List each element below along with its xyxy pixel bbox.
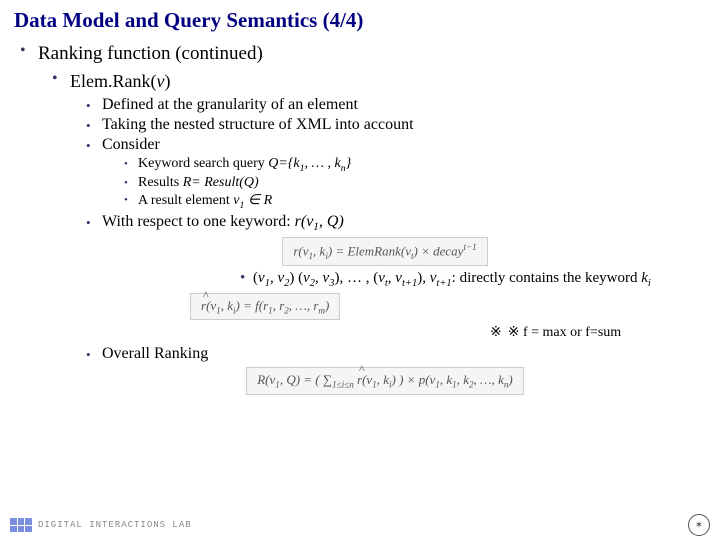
- formula-3: R(v1, Q) = ( ∑1≤i≤n r(v1, ki) ) × p(v1, …: [246, 367, 524, 395]
- formula-3-row: R(v1, Q) = ( ∑1≤i≤n r(v1, ki) ) × p(v1, …: [70, 367, 700, 395]
- lab-logo-icon: [10, 518, 32, 532]
- seal-icon: ✶: [688, 514, 710, 536]
- star-icon: ※: [490, 324, 502, 341]
- bullet-list-l3: Defined at the granularity of an element…: [86, 96, 700, 233]
- l4-item: Keyword search query Q={k1, … , kn}: [124, 156, 700, 174]
- l2-item: Elem.Rank(v) Defined at the granularity …: [52, 71, 700, 395]
- footnote-f: ※ ※ f = max or f=sum: [490, 324, 700, 341]
- l3-item: Taking the nested structure of XML into …: [86, 116, 700, 134]
- formula-1-row: r(v1, ki) = ElemRank(vt) × decayt−1: [70, 237, 700, 266]
- formula-1: r(v1, ki) = ElemRank(vt) × decayt−1: [282, 237, 487, 266]
- l2-text: Elem.Rank(v): [70, 71, 170, 91]
- l3-item: Consider Keyword search query Q={k1, … ,…: [86, 136, 700, 211]
- bullet-list-l2: Elem.Rank(v) Defined at the granularity …: [52, 71, 700, 395]
- footer: DIGITAL INTERACTIONS LAB ✶: [0, 514, 720, 540]
- bullet-list-l4: Keyword search query Q={k1, … , kn} Resu…: [124, 156, 700, 211]
- formula-2: r(v1, ki) = f(r1, r2, …, rm): [190, 293, 340, 321]
- bullet-list-l3b: Overall Ranking: [86, 345, 700, 363]
- chain-line: • (v1, v2) (v2, v3), … , (vt, vt+1), vt+…: [240, 270, 700, 289]
- lab-name: DIGITAL INTERACTIONS LAB: [38, 520, 192, 530]
- bullet-icon: •: [240, 270, 245, 287]
- l4-item: A result element v1 ∈ R: [124, 192, 700, 211]
- formula-2-row: r(v1, ki) = f(r1, r2, …, rm): [190, 293, 700, 321]
- l1-item: Ranking function (continued) Elem.Rank(v…: [20, 43, 700, 395]
- l3-item: Overall Ranking: [86, 345, 700, 363]
- l3-item: Defined at the granularity of an element: [86, 96, 700, 114]
- l4-item: Results R= Result(Q): [124, 175, 700, 191]
- fnote-text: ※ f = max or f=sum: [508, 325, 621, 340]
- bullet-list-l1: Ranking function (continued) Elem.Rank(v…: [20, 43, 700, 395]
- slide-title: Data Model and Query Semantics (4/4): [0, 0, 720, 35]
- l1-text: Ranking function (continued): [38, 43, 263, 64]
- l3-text: Consider: [102, 136, 160, 153]
- chain-text: (v1, v2) (v2, v3), … , (vt, vt+1), vt+1:…: [253, 270, 651, 286]
- l3-item: With respect to one keyword: r(v1, Q): [86, 213, 700, 233]
- slide-body: Ranking function (continued) Elem.Rank(v…: [0, 35, 720, 395]
- footer-left: DIGITAL INTERACTIONS LAB: [10, 518, 192, 532]
